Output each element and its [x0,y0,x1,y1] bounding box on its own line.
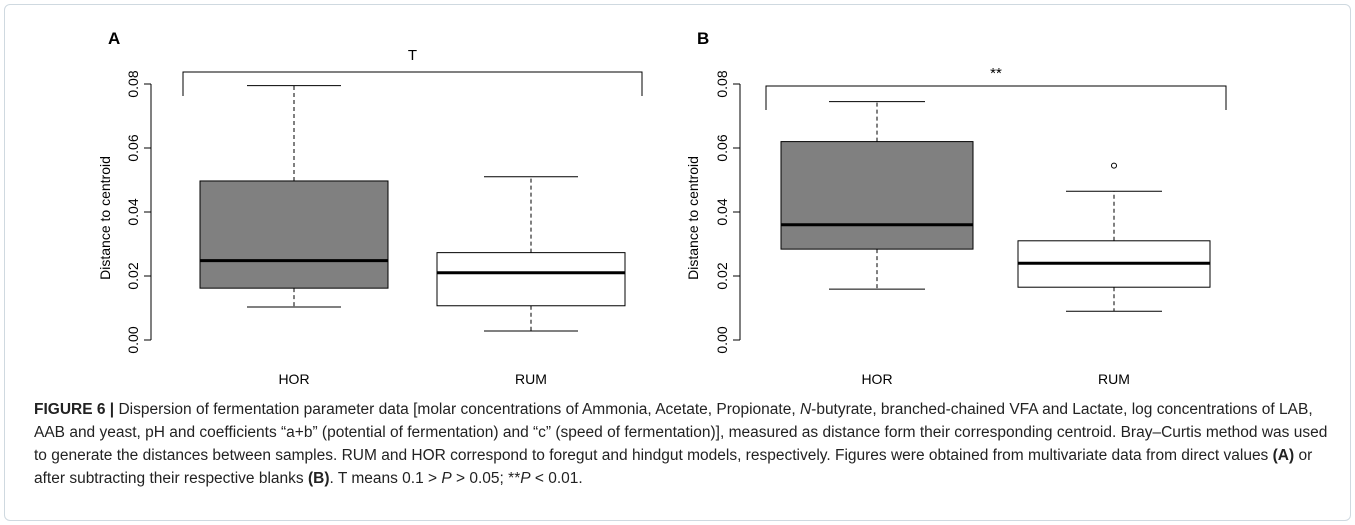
box-hor [199,85,389,308]
outlier-point [1111,162,1117,169]
significance-bracket [182,71,643,96]
chart-panel-a: A 0.00 0.02 0.04 0.06 0.08 Distance to centroi… [97,29,643,387]
caption-italic-p2: P [520,470,531,487]
caption-text-1: Dispersion of fermentation parameter dat… [114,401,800,418]
x-category-label: HOR [861,371,892,387]
y-tick-label: 0.04 [125,198,141,225]
significance-label: ** [990,65,1002,82]
box-hor [780,101,974,290]
box-iqr [436,252,626,307]
y-tick-label: 0.06 [125,134,141,161]
chart-panel-b: B 0.00 0.02 0.04 0.06 0.08 Distance to centroi… [685,29,1227,387]
box-rum [1017,162,1211,312]
panel-label: B [697,29,709,48]
y-tick-label: 0.00 [125,326,141,353]
significance-label: T [408,47,417,64]
caption-text-2: -butyrate, branched-chained VFA and Lact… [34,401,1328,464]
charts-area: A 0.00 0.02 0.04 0.06 0.08 Distance to centroi… [97,29,1227,387]
box-iqr [199,180,389,289]
caption-italic-p1: P [441,470,452,487]
y-tick-label: 0.04 [714,198,730,225]
significance-bracket [765,85,1227,110]
figure-caption: FIGURE 6 | Dispersion of fermentation pa… [34,398,1334,490]
caption-label: FIGURE 6 | [34,401,115,418]
caption-text-6: < 0.01. [530,470,583,487]
caption-text-3: or after subtracting their respective bl… [34,447,1313,487]
box-rum [436,176,626,332]
y-axis-label: Distance to centroid [97,156,113,280]
y-axis-label: Distance to centroid [685,156,701,280]
y-tick-label: 0.08 [125,70,141,97]
y-tick-label: 0.02 [714,262,730,289]
caption-ref-a: (A) [1272,447,1295,464]
panel-label: A [108,29,120,48]
caption-text-5: > 0.05; ** [451,470,521,487]
caption-ref-b: (B) [307,470,330,487]
y-tick-label: 0.06 [714,134,730,161]
x-category-label: RUM [515,371,547,387]
caption-text-4: . T means 0.1 > [329,470,442,487]
y-tick-label: 0.00 [714,326,730,353]
y-tick-label: 0.08 [714,70,730,97]
x-category-label: RUM [1098,371,1130,387]
caption-italic-n: N [799,401,812,418]
box-iqr [780,141,974,250]
y-tick-label: 0.02 [125,262,141,289]
x-category-label: HOR [278,371,309,387]
